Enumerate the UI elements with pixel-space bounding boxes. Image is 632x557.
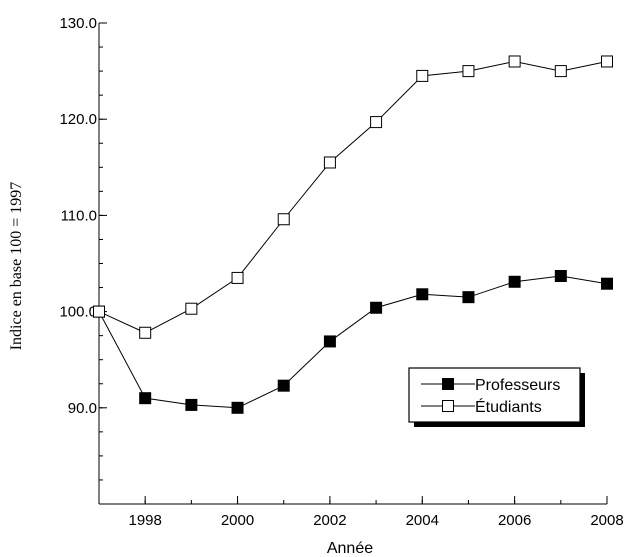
data-point-professeurs bbox=[277, 379, 290, 392]
series-line-professeurs bbox=[98, 275, 608, 409]
data-point-professeurs bbox=[323, 335, 336, 348]
legend-marker-etudiants bbox=[442, 400, 454, 412]
y-tick-label: 130.0 bbox=[59, 15, 97, 32]
series-line-etudiants bbox=[98, 60, 608, 334]
x-tick-label: 2008 bbox=[590, 512, 623, 529]
x-tick-label: 2006 bbox=[498, 512, 531, 529]
x-tick-label: 2000 bbox=[221, 512, 254, 529]
data-point-etudiants bbox=[508, 55, 521, 68]
data-point-professeurs bbox=[601, 277, 613, 290]
y-tick-label: 110.0 bbox=[61, 207, 97, 224]
data-point-professeurs bbox=[416, 288, 429, 301]
data-point-professeurs bbox=[554, 270, 567, 283]
series-layer bbox=[93, 55, 613, 414]
x-axis-label: Année bbox=[327, 540, 373, 557]
y-axis-label: Indice en base 100 = 1997 bbox=[8, 182, 25, 351]
legend-marker-professeurs bbox=[442, 378, 454, 390]
data-point-etudiants bbox=[185, 302, 198, 315]
legend-box bbox=[408, 367, 581, 423]
data-point-etudiants bbox=[139, 326, 152, 339]
data-point-professeurs bbox=[231, 401, 244, 414]
data-point-professeurs bbox=[462, 291, 475, 304]
data-point-etudiants bbox=[231, 271, 244, 284]
x-tick-label: 2004 bbox=[406, 512, 439, 529]
legend-label-etudiants: Étudiants bbox=[475, 397, 542, 416]
data-point-etudiants bbox=[462, 65, 475, 78]
data-point-professeurs bbox=[508, 275, 521, 288]
data-point-etudiants bbox=[601, 55, 613, 68]
x-tick-label: 1998 bbox=[128, 512, 161, 529]
data-point-etudiants bbox=[554, 65, 567, 78]
data-point-etudiants bbox=[277, 213, 290, 226]
data-point-etudiants bbox=[323, 156, 336, 169]
axes: 90.0 100.0 110.0 120.0 130.0 1998 2000 2002 2004… bbox=[59, 15, 623, 529]
legend: Professeurs Étudiants bbox=[408, 367, 585, 427]
data-point-etudiants bbox=[370, 116, 383, 129]
data-point-professeurs bbox=[139, 392, 152, 405]
legend-label-professeurs: Professeurs bbox=[475, 377, 560, 394]
y-tick-label: 120.0 bbox=[59, 111, 97, 128]
data-point-professeurs bbox=[370, 301, 383, 314]
y-tick-label: 90.0 bbox=[68, 400, 97, 417]
data-point-etudiants bbox=[93, 305, 105, 318]
series-etudiants bbox=[93, 55, 613, 339]
y-tick-label: 100.0 bbox=[59, 304, 97, 321]
x-tick-label: 2002 bbox=[313, 512, 346, 529]
data-point-professeurs bbox=[185, 398, 198, 411]
data-point-etudiants bbox=[416, 69, 429, 82]
